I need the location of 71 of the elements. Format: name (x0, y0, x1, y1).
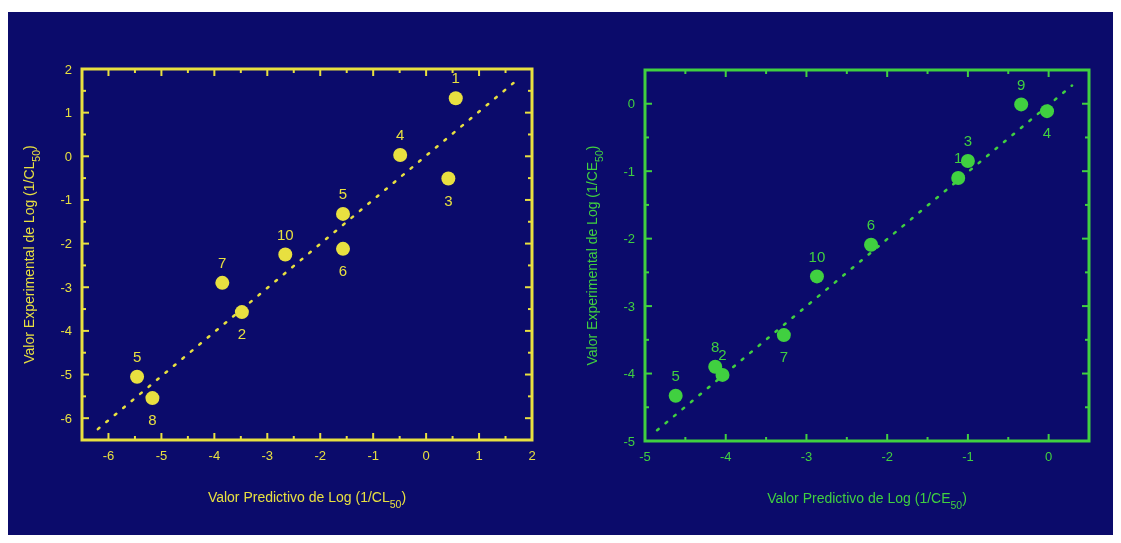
point (336, 206, 350, 221)
x-tick-label: -2 (881, 449, 893, 464)
x-tick-label: 1 (475, 448, 483, 463)
annotation: 5 (338, 185, 348, 203)
y-tick-label: -5 (60, 367, 72, 383)
y-tick-label: 0 (627, 96, 635, 112)
annotation: 8 (148, 411, 157, 429)
annotation: 6 (866, 215, 876, 233)
point (668, 388, 683, 403)
x-tick-label: -1 (367, 448, 379, 463)
point (960, 154, 975, 169)
annotation: 5 (671, 367, 680, 385)
annotation: 9 (1017, 75, 1026, 93)
annotation: 4 (1042, 124, 1052, 142)
y-tick-label: -4 (623, 366, 635, 382)
y-tick-label: 1 (64, 105, 72, 121)
x-tick-label: -6 (102, 448, 115, 463)
x-tick-label: 0 (1045, 449, 1053, 464)
point (393, 147, 408, 162)
point (951, 170, 966, 185)
annotation: 10 (808, 247, 826, 265)
point (130, 369, 145, 384)
point (278, 247, 293, 262)
y-tick-label: -2 (60, 236, 72, 252)
point (1014, 97, 1029, 112)
point (864, 237, 879, 252)
annotation: 7 (218, 254, 227, 272)
x-tick-label: -5 (639, 449, 651, 464)
annotation: 5 (132, 347, 142, 365)
annotation: 2 (718, 346, 727, 364)
x-tick-label: -3 (261, 448, 274, 463)
x-tick-label: -2 (314, 448, 327, 463)
y-tick-label: -3 (623, 298, 635, 314)
y-tick-label: 0 (64, 148, 72, 164)
y-tick-label: -5 (623, 433, 635, 449)
x-tick-label: 0 (422, 448, 430, 463)
point (234, 305, 249, 320)
y-tick-label: -3 (60, 279, 72, 295)
point (336, 241, 350, 256)
annotation: 2 (237, 325, 247, 343)
point (215, 275, 230, 290)
point (708, 359, 723, 374)
x-tick-label: -3 (800, 449, 813, 464)
annotation: 1 (451, 69, 460, 87)
annotation: 10 (276, 225, 294, 243)
annotation: 7 (779, 348, 789, 366)
point (145, 391, 160, 406)
x-axis-title: Valor Predictivo de Log (1/CL$_{50}$) (207, 489, 407, 510)
y-tick-label: -1 (60, 192, 72, 208)
point (448, 91, 463, 106)
annotation: 3 (963, 132, 973, 150)
annotation: 3 (444, 191, 453, 209)
x-tick-label: -4 (208, 448, 221, 463)
x-tick-label: -5 (155, 448, 168, 463)
y-tick-label: -2 (623, 231, 635, 247)
annotation: 6 (338, 262, 348, 280)
x-tick-label: -1 (962, 449, 974, 464)
annotation: 4 (396, 126, 405, 144)
y-tick-label: -4 (60, 323, 72, 339)
x-axis-title: Valor Predictivo de Log (1/CE$_{50}$) (767, 490, 967, 511)
y-tick-label: -6 (60, 410, 72, 426)
point (809, 269, 824, 284)
point (776, 328, 791, 343)
point (441, 171, 456, 186)
annotation: 8 (711, 338, 720, 356)
y-tick-label: -1 (623, 163, 635, 179)
x-tick-label: 2 (528, 448, 536, 463)
y-tick-label: 2 (64, 61, 72, 77)
x-tick-label: -4 (719, 449, 732, 464)
point (1040, 104, 1055, 119)
annotation: 1 (954, 149, 963, 167)
